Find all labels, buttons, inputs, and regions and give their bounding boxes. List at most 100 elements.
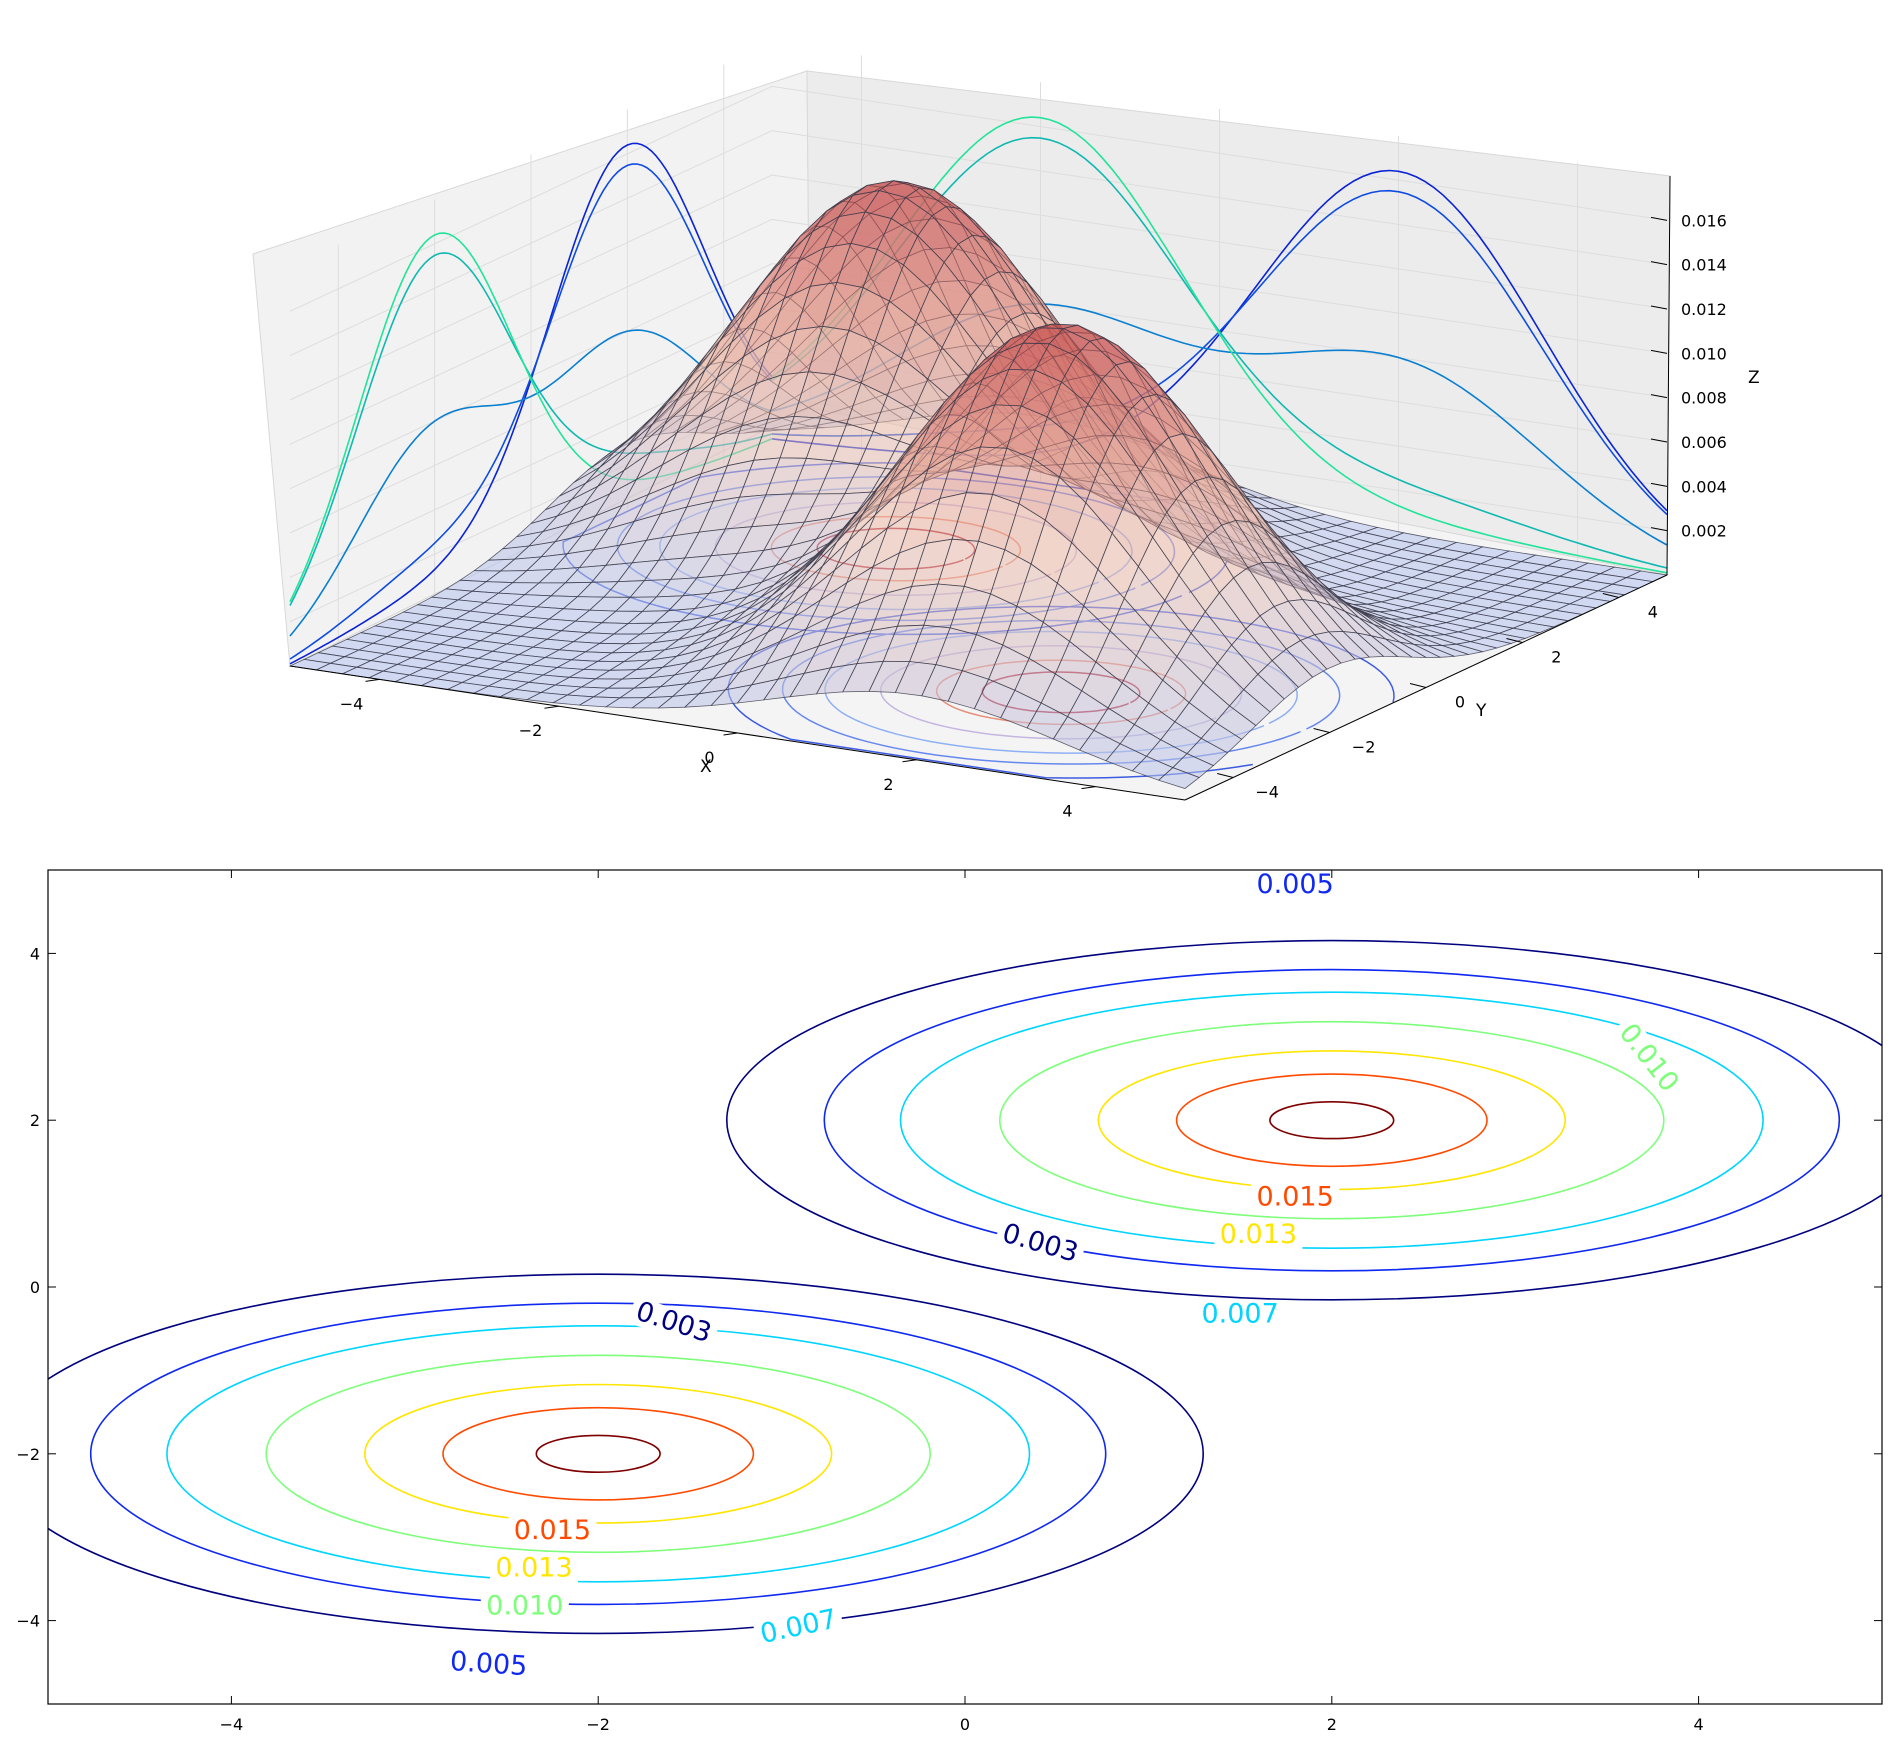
contour-y-tick-label: 2 xyxy=(30,1111,40,1130)
x-tick-label: −2 xyxy=(519,721,543,740)
contour-plot-area xyxy=(48,870,1882,1704)
contour-y-tick-label: 0 xyxy=(30,1278,40,1297)
z-axis-line xyxy=(1666,175,1671,576)
contour-label-text: 0.010 xyxy=(486,1590,563,1621)
z-tick-mark xyxy=(1650,349,1668,354)
z-tick-mark xyxy=(1650,261,1668,266)
z-tick-mark xyxy=(1650,438,1668,443)
y-tick-mark xyxy=(1602,593,1619,598)
contour-line xyxy=(364,1383,833,1524)
contour-label-bg xyxy=(1251,870,1340,899)
contour-label-bg xyxy=(443,1647,534,1682)
x-tick-mark xyxy=(1081,786,1096,790)
y-tick-label: −4 xyxy=(1255,783,1279,802)
contour-label-bg xyxy=(1196,1300,1285,1329)
wall-gridline xyxy=(289,218,1668,445)
contour-label: 0.013 xyxy=(490,1553,578,1584)
x-axis-label: X xyxy=(700,757,712,777)
z-tick-mark xyxy=(1650,394,1668,399)
z-tick-label: 0.016 xyxy=(1681,211,1727,230)
z-tick-mark xyxy=(1650,527,1668,532)
y-tick-mark xyxy=(1313,728,1330,733)
contour-y-ticks: 4 2 0 −2 −4 xyxy=(16,944,1882,1631)
z-tick-label: 0.004 xyxy=(1681,477,1727,496)
contour-x-tick-label: −4 xyxy=(220,1715,244,1734)
contour-label-bg xyxy=(1610,1014,1687,1102)
contour-x-tick-label: 4 xyxy=(1694,1715,1704,1734)
z-tick-label: 0.008 xyxy=(1681,389,1727,408)
contour-panel: 0.0030.0030.0050.0050.0070.0070.0100.010… xyxy=(16,869,1883,1734)
wall-gridline xyxy=(289,130,1668,357)
y-tick-label: 2 xyxy=(1551,648,1561,667)
contour-line xyxy=(265,1354,932,1554)
contour-label-bg xyxy=(480,1592,569,1621)
contour-line xyxy=(726,939,1882,1301)
wall-gridline xyxy=(289,85,1668,312)
contour-line xyxy=(442,1406,755,1501)
y-tick-label: 0 xyxy=(1455,693,1465,712)
contour-x-tick-label: 2 xyxy=(1327,1715,1337,1734)
contour-label-text: 0.005 xyxy=(1256,869,1333,900)
y-tick-mark xyxy=(1409,683,1427,688)
contour-label-text: 0.007 xyxy=(1201,1298,1278,1329)
z-tick-label: 0.010 xyxy=(1681,344,1727,363)
wall-gridline xyxy=(289,174,1668,401)
contour-label-bg xyxy=(490,1554,578,1583)
contour-label-bg xyxy=(993,1218,1087,1270)
contour-label-text: 0.015 xyxy=(1256,1182,1333,1213)
contour-label-bg xyxy=(752,1604,845,1651)
y-axis-label: Y xyxy=(1475,701,1487,721)
y-tick-label: 4 xyxy=(1648,603,1658,622)
contour-label: 0.005 xyxy=(1251,869,1340,900)
contour-x-ticks: −4 −2 0 2 4 xyxy=(220,870,1704,1734)
x-tick-mark xyxy=(723,732,738,736)
contour-line xyxy=(1175,1073,1488,1168)
contour-line xyxy=(89,1302,1107,1606)
contour-label-bg xyxy=(627,1296,720,1350)
x-tick-label: 2 xyxy=(883,775,893,794)
contour-x-tick-label: −2 xyxy=(586,1715,610,1734)
z-tick-label: 0.006 xyxy=(1681,433,1727,452)
side-wall-profile xyxy=(289,329,773,637)
z-axis-label: Z xyxy=(1748,368,1760,388)
z-tick-label: 0.002 xyxy=(1681,522,1727,541)
x-tick-label: 0 xyxy=(704,748,714,767)
x-tick-label: 4 xyxy=(1062,802,1072,821)
contour-y-tick-label: 4 xyxy=(30,944,40,963)
z-axis-ticks-3d: 0.002 0.004 0.006 0.008 0.010 0.012 0.014 0.016 xyxy=(1650,211,1727,541)
contour-label: 0.013 xyxy=(1214,1219,1303,1250)
z-tick-mark xyxy=(1650,305,1668,310)
surface-mesh xyxy=(288,180,1669,789)
y-tick-label: −2 xyxy=(1352,738,1376,757)
contour-line xyxy=(166,1325,1031,1583)
contour-line xyxy=(535,1434,661,1474)
surface-facet xyxy=(1157,767,1201,789)
contour-y-tick-label: −2 xyxy=(16,1445,40,1464)
y-tick-mark xyxy=(1217,773,1234,778)
x-tick-label: −4 xyxy=(340,694,364,713)
contour-x-tick-label: 0 xyxy=(960,1715,970,1734)
z-tick-mark xyxy=(1650,482,1668,487)
contour-label-bg xyxy=(1251,1183,1340,1212)
contour-label-bg xyxy=(1214,1221,1303,1250)
contour-label-text: 0.013 xyxy=(495,1553,572,1584)
contour-label-text: 0.013 xyxy=(1220,1219,1297,1250)
contour-line xyxy=(999,1020,1665,1220)
contour-label: 0.015 xyxy=(508,1515,597,1546)
contour-line xyxy=(899,991,1764,1249)
contour-label-text: 0.015 xyxy=(514,1515,591,1546)
contour-label: 0.010 xyxy=(480,1590,569,1621)
contour-label: 0.007 xyxy=(1196,1298,1285,1329)
y-axis-ticks-3d: −4 −2 0 2 4 xyxy=(1217,593,1658,802)
y-tick-mark xyxy=(1506,638,1523,643)
z-tick-mark xyxy=(1650,216,1668,221)
x-tick-mark xyxy=(544,705,559,709)
x-tick-mark xyxy=(902,759,917,763)
contour-label: 0.005 xyxy=(443,1646,534,1682)
z-tick-label: 0.012 xyxy=(1681,300,1727,319)
contour-label-bg xyxy=(508,1517,597,1546)
contour-lines xyxy=(48,939,1882,1635)
surface-3d-panel: −4 −2 0 2 4 −4 −2 0 2 4 0.002 0.004 0.006 0.008 0.01… xyxy=(252,55,1760,821)
contour-label-text: 0.005 xyxy=(449,1646,528,1682)
